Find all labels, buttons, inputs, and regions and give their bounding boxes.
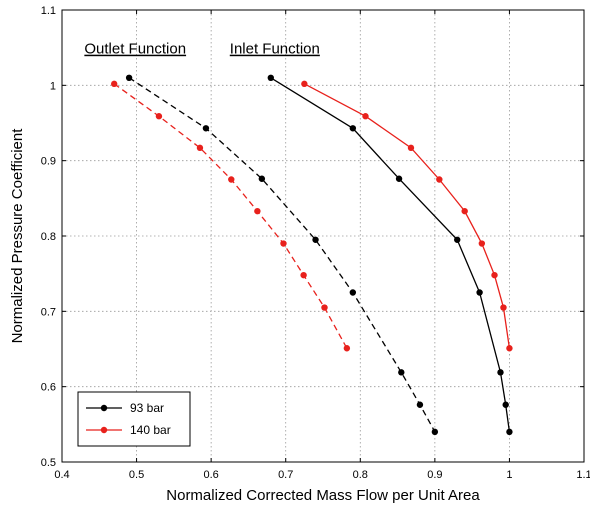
x-tick-label: 0.6 xyxy=(203,469,218,481)
data-point xyxy=(301,80,308,88)
data-point xyxy=(362,113,369,120)
data-point xyxy=(454,236,461,243)
y-tick-label: 0.7 xyxy=(41,306,56,318)
legend-marker xyxy=(100,404,108,412)
data-point xyxy=(111,80,118,88)
data-point xyxy=(254,207,261,215)
y-axis-label: Normalized Pressure Coefficient xyxy=(9,128,26,344)
series-line xyxy=(270,77,511,432)
x-tick-label: 0.9 xyxy=(427,469,442,481)
data-point xyxy=(280,240,287,247)
annotation-label: Outlet Function xyxy=(84,41,186,58)
data-point xyxy=(461,207,468,215)
x-tick-label: 1 xyxy=(506,469,512,481)
data-point xyxy=(343,345,351,352)
data-point xyxy=(502,401,509,408)
x-tick-label: 0.8 xyxy=(353,469,368,481)
legend: 93 bar 140 bar xyxy=(77,391,191,447)
legend-marker xyxy=(100,426,108,434)
y-tick-label: 0.8 xyxy=(41,231,56,243)
data-point xyxy=(196,144,204,152)
data-point xyxy=(258,175,266,182)
data-point xyxy=(349,289,357,296)
data-point xyxy=(431,428,439,436)
series-3 xyxy=(301,80,513,352)
data-point xyxy=(506,428,513,436)
data-point xyxy=(202,125,210,132)
axis-ticks: 0.4 0.5 0.6 0.7 0.8 0.9 1 1.10.50.60.70.80.911.… xyxy=(41,5,590,481)
data-point xyxy=(267,74,274,82)
y-tick-label: 1.1 xyxy=(41,5,56,17)
data-point xyxy=(506,345,513,352)
data-point xyxy=(500,304,507,311)
data-point xyxy=(476,289,483,296)
data-point xyxy=(478,240,486,247)
data-point xyxy=(312,236,319,243)
series-2 xyxy=(267,74,513,436)
data-point xyxy=(155,113,163,120)
data-point xyxy=(436,176,443,183)
annotation-label: Inlet Function xyxy=(230,41,320,58)
data-point xyxy=(491,271,498,279)
x-axis-label: Normalized Corrected Mass Flow per Unit … xyxy=(166,487,480,504)
y-tick-label: 0.5 xyxy=(41,457,56,469)
data-point xyxy=(300,271,307,279)
x-tick-label: 0.7 xyxy=(278,469,293,481)
data-point xyxy=(497,369,504,376)
data-point xyxy=(407,144,415,152)
series-1 xyxy=(111,80,351,352)
series-line xyxy=(113,83,348,349)
data-point xyxy=(321,304,328,311)
y-tick-label: 1 xyxy=(50,80,56,92)
series-0 xyxy=(125,74,439,436)
series-line xyxy=(304,83,511,349)
x-tick-label: 0.5 xyxy=(129,469,144,481)
legend-label: 140 bar xyxy=(130,423,171,437)
data-point xyxy=(125,74,133,82)
data-point xyxy=(398,369,405,376)
x-tick-label: 1.1 xyxy=(576,469,590,481)
legend-box xyxy=(77,391,191,447)
data-point xyxy=(395,175,403,182)
series-layer xyxy=(111,74,513,436)
data-point xyxy=(228,176,235,183)
data-point xyxy=(349,125,357,132)
legend-label: 93 bar xyxy=(130,401,164,415)
annotations: Outlet Function Inlet Function xyxy=(84,41,319,58)
x-tick-label: 0.4 xyxy=(54,469,69,481)
data-point xyxy=(416,401,424,408)
series-line xyxy=(128,77,436,433)
y-tick-label: 0.9 xyxy=(41,156,56,168)
y-tick-label: 0.6 xyxy=(41,382,56,394)
